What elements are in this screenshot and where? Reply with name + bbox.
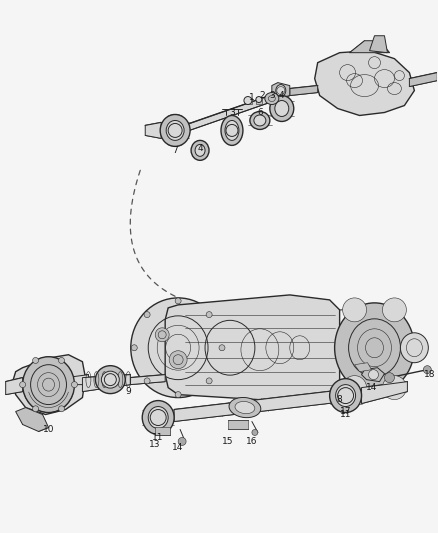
Ellipse shape bbox=[254, 115, 266, 126]
Ellipse shape bbox=[225, 120, 239, 140]
Circle shape bbox=[32, 406, 39, 412]
Circle shape bbox=[20, 382, 25, 387]
Circle shape bbox=[338, 387, 353, 403]
Polygon shape bbox=[130, 375, 165, 385]
Text: 2: 2 bbox=[259, 91, 265, 100]
Ellipse shape bbox=[270, 95, 294, 122]
Ellipse shape bbox=[275, 101, 289, 117]
Circle shape bbox=[382, 376, 406, 400]
Circle shape bbox=[32, 358, 39, 364]
Ellipse shape bbox=[330, 378, 361, 413]
Polygon shape bbox=[228, 419, 248, 430]
Polygon shape bbox=[370, 36, 388, 53]
Polygon shape bbox=[50, 375, 88, 385]
Circle shape bbox=[382, 298, 406, 322]
Text: 17: 17 bbox=[340, 407, 351, 416]
Polygon shape bbox=[361, 368, 385, 382]
Circle shape bbox=[144, 312, 150, 318]
Polygon shape bbox=[245, 98, 252, 103]
Text: 18: 18 bbox=[424, 370, 435, 379]
Text: 4: 4 bbox=[197, 144, 203, 153]
Text: 15: 15 bbox=[222, 437, 234, 446]
Ellipse shape bbox=[235, 401, 255, 414]
Circle shape bbox=[104, 374, 117, 385]
Circle shape bbox=[144, 378, 150, 384]
Circle shape bbox=[178, 438, 186, 446]
Text: 4: 4 bbox=[279, 91, 285, 100]
Ellipse shape bbox=[265, 93, 279, 104]
Circle shape bbox=[168, 124, 182, 138]
Polygon shape bbox=[165, 295, 339, 401]
Circle shape bbox=[71, 382, 78, 387]
Circle shape bbox=[385, 373, 395, 383]
Polygon shape bbox=[350, 41, 389, 53]
Polygon shape bbox=[155, 427, 170, 435]
Circle shape bbox=[59, 358, 64, 364]
Polygon shape bbox=[13, 355, 85, 415]
Ellipse shape bbox=[191, 140, 209, 160]
Circle shape bbox=[343, 298, 367, 322]
Ellipse shape bbox=[336, 385, 356, 407]
Polygon shape bbox=[361, 382, 407, 403]
Circle shape bbox=[244, 96, 252, 104]
Ellipse shape bbox=[250, 111, 270, 130]
Text: 7: 7 bbox=[172, 146, 178, 155]
Ellipse shape bbox=[221, 116, 243, 146]
Circle shape bbox=[59, 406, 64, 412]
Text: 14: 14 bbox=[173, 443, 184, 452]
Text: 3: 3 bbox=[269, 91, 275, 100]
Circle shape bbox=[219, 345, 225, 351]
Text: 16: 16 bbox=[246, 437, 258, 446]
Polygon shape bbox=[174, 390, 345, 422]
Ellipse shape bbox=[95, 366, 125, 393]
Ellipse shape bbox=[229, 398, 261, 418]
Text: 14: 14 bbox=[366, 383, 377, 392]
Polygon shape bbox=[82, 375, 130, 392]
Polygon shape bbox=[175, 88, 290, 135]
Polygon shape bbox=[256, 96, 262, 103]
Polygon shape bbox=[410, 72, 437, 86]
Text: 1: 1 bbox=[249, 93, 255, 102]
Circle shape bbox=[131, 345, 137, 351]
Text: 11: 11 bbox=[340, 410, 351, 419]
Ellipse shape bbox=[195, 144, 205, 156]
Ellipse shape bbox=[166, 120, 184, 140]
Polygon shape bbox=[314, 51, 414, 116]
Ellipse shape bbox=[400, 333, 428, 362]
Circle shape bbox=[150, 409, 166, 425]
Ellipse shape bbox=[276, 85, 286, 96]
Polygon shape bbox=[355, 362, 371, 372]
Circle shape bbox=[155, 328, 169, 342]
Polygon shape bbox=[16, 408, 49, 432]
Circle shape bbox=[206, 312, 212, 318]
Circle shape bbox=[252, 430, 258, 435]
Circle shape bbox=[175, 298, 181, 304]
Circle shape bbox=[424, 366, 431, 374]
Ellipse shape bbox=[101, 371, 119, 388]
Text: 9: 9 bbox=[125, 387, 131, 396]
Text: 13: 13 bbox=[149, 440, 161, 449]
Polygon shape bbox=[6, 378, 23, 394]
Circle shape bbox=[226, 124, 238, 136]
Ellipse shape bbox=[23, 357, 74, 413]
Text: 6: 6 bbox=[257, 108, 263, 117]
Text: 11: 11 bbox=[152, 433, 164, 442]
Polygon shape bbox=[290, 86, 318, 95]
Circle shape bbox=[206, 378, 212, 384]
Ellipse shape bbox=[131, 298, 226, 398]
Circle shape bbox=[256, 96, 262, 102]
Circle shape bbox=[368, 370, 378, 379]
Text: 3: 3 bbox=[229, 108, 235, 117]
Ellipse shape bbox=[142, 401, 174, 434]
Text: 10: 10 bbox=[43, 425, 54, 434]
Ellipse shape bbox=[148, 407, 168, 429]
Ellipse shape bbox=[335, 303, 414, 393]
Polygon shape bbox=[145, 123, 161, 139]
Circle shape bbox=[169, 351, 187, 369]
Text: 8: 8 bbox=[337, 395, 343, 404]
Circle shape bbox=[343, 376, 367, 400]
Circle shape bbox=[175, 392, 181, 398]
Ellipse shape bbox=[160, 115, 190, 147]
Polygon shape bbox=[272, 83, 290, 99]
